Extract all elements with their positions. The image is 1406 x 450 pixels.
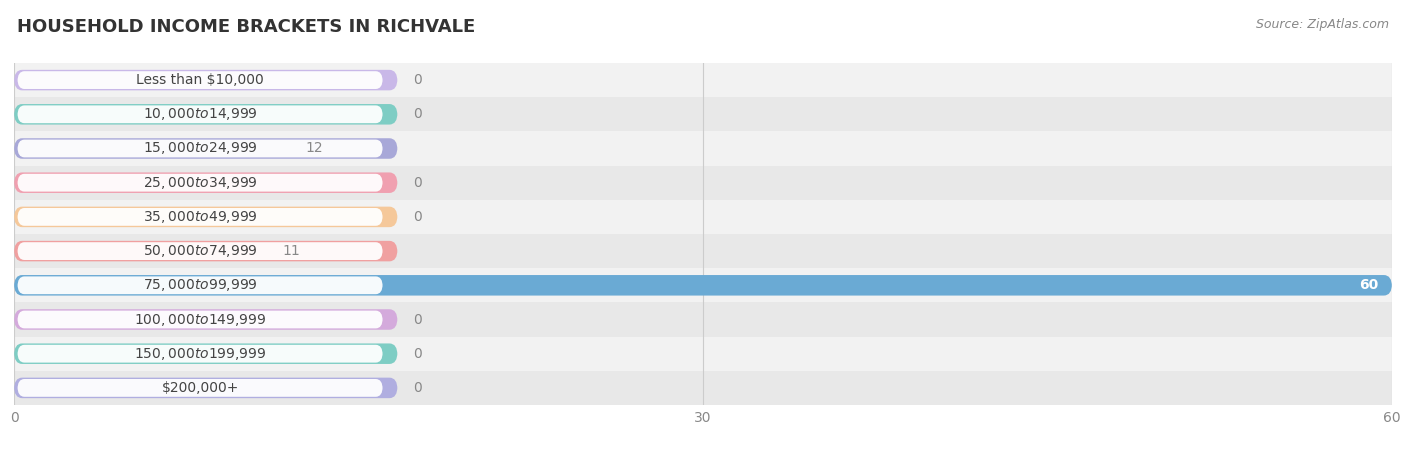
Text: Less than $10,000: Less than $10,000 (136, 73, 264, 87)
Text: $35,000 to $49,999: $35,000 to $49,999 (142, 209, 257, 225)
Text: 12: 12 (305, 141, 323, 156)
FancyBboxPatch shape (17, 345, 382, 363)
Bar (14, 131, 1392, 166)
Bar (14, 97, 1392, 131)
Text: 0: 0 (413, 73, 422, 87)
FancyBboxPatch shape (14, 104, 398, 125)
Text: $200,000+: $200,000+ (162, 381, 239, 395)
FancyBboxPatch shape (17, 276, 382, 294)
Text: 0: 0 (413, 176, 422, 190)
FancyBboxPatch shape (14, 138, 398, 159)
Text: $150,000 to $199,999: $150,000 to $199,999 (134, 346, 266, 362)
FancyBboxPatch shape (17, 310, 382, 328)
Text: $10,000 to $14,999: $10,000 to $14,999 (142, 106, 257, 122)
Text: 11: 11 (283, 244, 301, 258)
FancyBboxPatch shape (14, 172, 398, 193)
FancyBboxPatch shape (14, 309, 398, 330)
FancyBboxPatch shape (14, 70, 398, 90)
FancyBboxPatch shape (17, 208, 382, 226)
Text: 0: 0 (413, 312, 422, 327)
Text: 0: 0 (413, 381, 422, 395)
Bar (14, 234, 1392, 268)
FancyBboxPatch shape (14, 207, 398, 227)
FancyBboxPatch shape (14, 275, 1392, 296)
Text: $75,000 to $99,999: $75,000 to $99,999 (142, 277, 257, 293)
Text: 0: 0 (413, 210, 422, 224)
Bar (14, 302, 1392, 337)
Bar (14, 166, 1392, 200)
FancyBboxPatch shape (14, 378, 398, 398)
Text: 60: 60 (1360, 278, 1378, 293)
Bar (14, 268, 1392, 302)
Bar (14, 337, 1392, 371)
Text: Source: ZipAtlas.com: Source: ZipAtlas.com (1256, 18, 1389, 31)
FancyBboxPatch shape (17, 105, 382, 123)
Text: $100,000 to $149,999: $100,000 to $149,999 (134, 311, 266, 328)
FancyBboxPatch shape (17, 140, 382, 158)
Text: $50,000 to $74,999: $50,000 to $74,999 (142, 243, 257, 259)
Bar (14, 63, 1392, 97)
FancyBboxPatch shape (17, 71, 382, 89)
Bar (14, 200, 1392, 234)
Text: $25,000 to $34,999: $25,000 to $34,999 (142, 175, 257, 191)
Text: 0: 0 (413, 107, 422, 122)
FancyBboxPatch shape (17, 242, 382, 260)
FancyBboxPatch shape (14, 241, 398, 261)
FancyBboxPatch shape (17, 379, 382, 397)
FancyBboxPatch shape (17, 174, 382, 192)
Text: 0: 0 (413, 346, 422, 361)
Text: $15,000 to $24,999: $15,000 to $24,999 (142, 140, 257, 157)
FancyBboxPatch shape (14, 343, 398, 364)
Bar (14, 371, 1392, 405)
Text: HOUSEHOLD INCOME BRACKETS IN RICHVALE: HOUSEHOLD INCOME BRACKETS IN RICHVALE (17, 18, 475, 36)
